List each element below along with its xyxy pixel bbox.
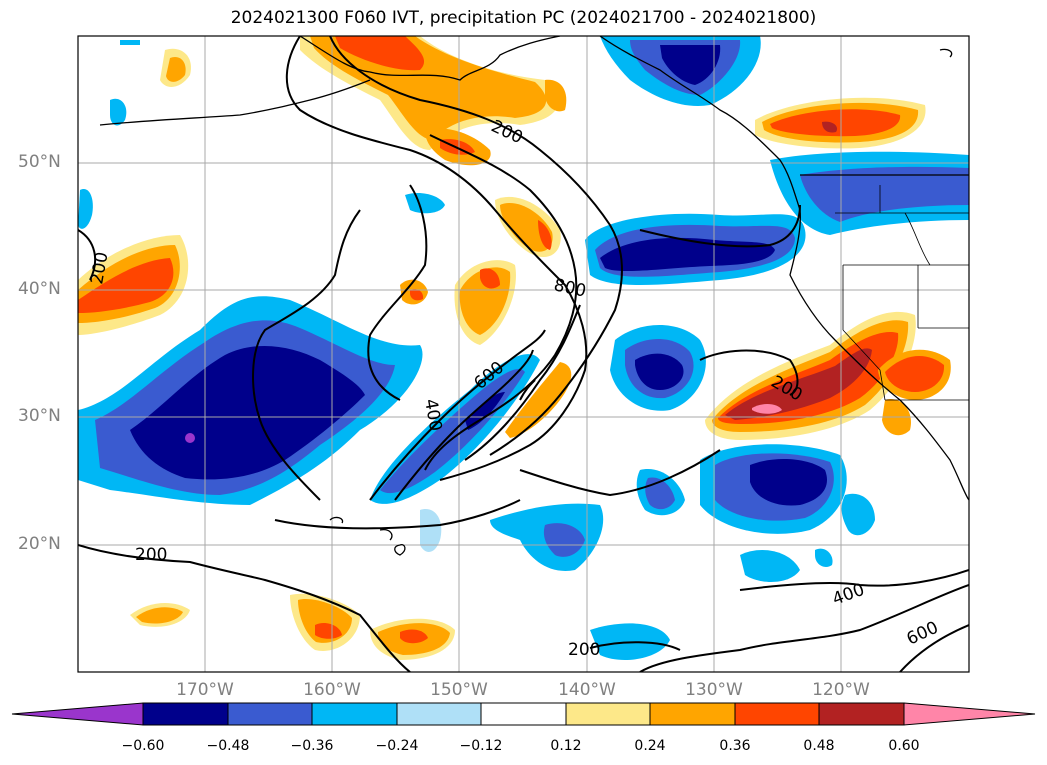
colorbar-segment — [734, 702, 820, 726]
colorbar-segment — [818, 702, 905, 726]
colorbar-segment — [311, 702, 398, 726]
colorbar-tick-label: −0.12 — [459, 738, 503, 754]
colorbar-segment — [480, 702, 567, 726]
longitude-label: 130°W — [685, 680, 743, 700]
colorbar-segment — [565, 702, 651, 726]
longitude-label: 160°W — [303, 680, 361, 700]
contour-label: 200 — [135, 545, 167, 565]
state-borders — [835, 185, 969, 401]
latitude-label: 50°N — [18, 152, 61, 172]
latitude-label: 30°N — [18, 406, 61, 426]
colorbar-tick-label: −0.60 — [121, 738, 165, 754]
colorbar-segment — [142, 702, 229, 726]
plot-border — [77, 35, 970, 673]
ivt-contours — [78, 36, 969, 672]
colorbar-tick-label: 0.24 — [634, 738, 666, 754]
graticule — [78, 36, 969, 672]
colorbar-tick-label: 0.36 — [719, 738, 751, 754]
colorbar-tick-label: −0.36 — [290, 738, 334, 754]
longitude-label: 140°W — [558, 680, 616, 700]
longitude-label: 170°W — [176, 680, 234, 700]
colorbar-tick-label: 0.48 — [803, 738, 835, 754]
contour-label: 200 — [568, 640, 600, 660]
contour-labels: 200 200 200 200 200 400 400 600 600 800 — [87, 116, 941, 660]
colorbar-tick-label: 0.60 — [888, 738, 920, 754]
colorbar-segment — [649, 702, 736, 726]
colorbar-segment — [227, 702, 313, 726]
precipitation-fields — [78, 36, 969, 660]
longitude-label: 150°W — [430, 680, 488, 700]
colorbar-tick-label: −0.24 — [375, 738, 419, 754]
map-title: 2024021300 F060 IVT, precipitation PC (2… — [230, 8, 817, 28]
latitude-label: 40°N — [18, 279, 61, 299]
colorbar-segment — [396, 702, 482, 726]
colorbar — [11, 702, 1036, 726]
colorbar-extend-low — [11, 702, 144, 726]
longitude-label: 120°W — [812, 680, 870, 700]
colorbar-tick-label: 0.12 — [550, 738, 582, 754]
latitude-label: 20°N — [18, 534, 61, 554]
colorbar-extend-high — [903, 702, 1036, 726]
colorbar-tick-label: −0.48 — [206, 738, 250, 754]
coastlines — [99, 36, 969, 556]
